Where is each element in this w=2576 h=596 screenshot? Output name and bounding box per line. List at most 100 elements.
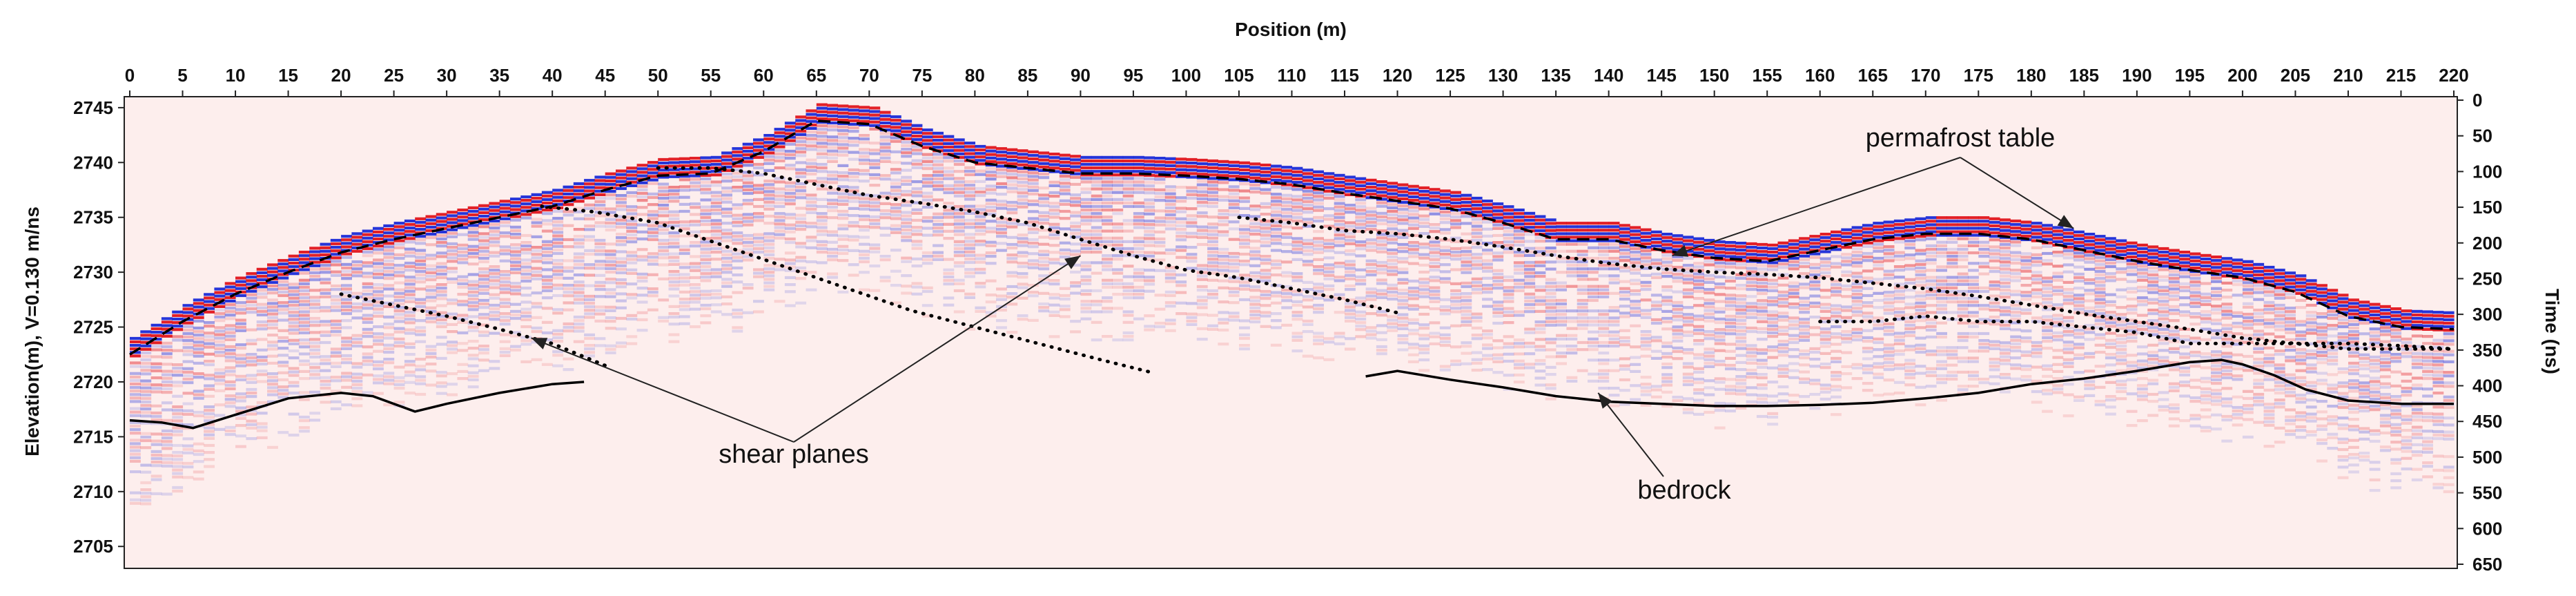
radargram-cell: [700, 296, 712, 300]
radargram-cell: [721, 281, 732, 285]
radargram-cell: [256, 324, 268, 327]
radargram-cell: [1281, 271, 1293, 274]
radargram-cell: [901, 175, 913, 179]
radargram-cell: [668, 238, 680, 242]
radargram-cell: [1239, 242, 1250, 245]
radargram-cell: [953, 251, 965, 254]
radargram-cell: [436, 304, 447, 307]
radargram-cell: [193, 390, 204, 393]
radargram-cell: [130, 390, 141, 393]
radargram-cell: [753, 300, 764, 303]
radargram-cell: [985, 227, 997, 230]
radargram-cell: [996, 161, 1007, 164]
radargram-cell: [520, 307, 532, 311]
radargram-cell: [1387, 298, 1398, 301]
radargram-cell: [1471, 312, 1483, 316]
radargram-cell: [1228, 185, 1240, 189]
radargram-cell: [985, 213, 997, 216]
radargram-cell: [943, 296, 955, 300]
radargram-cell: [277, 385, 289, 389]
radargram-cell: [626, 293, 638, 296]
radargram-cell: [467, 280, 479, 283]
radargram-cell: [848, 137, 859, 140]
radargram-cell: [1080, 303, 1092, 307]
radargram-cell: [1291, 177, 1303, 181]
radargram-cell: [309, 324, 321, 327]
radargram-cell: [1260, 289, 1271, 294]
radargram-cell: [1133, 243, 1144, 247]
radargram-cell: [879, 177, 891, 181]
radargram-cell: [362, 261, 373, 265]
radargram-cell: [224, 282, 236, 285]
radargram-cell: [467, 251, 479, 256]
radargram-cell: [1070, 291, 1081, 295]
radargram-cell: [1630, 254, 1641, 258]
radargram-cell: [193, 449, 204, 452]
radargram-cell: [362, 229, 373, 233]
radargram-cell: [330, 390, 342, 393]
radargram-cell: [1725, 307, 1736, 311]
radargram-cell: [172, 412, 184, 416]
radargram-cell: [204, 443, 215, 448]
radargram-cell: [552, 269, 564, 273]
radargram-cell: [457, 331, 469, 335]
radargram-cell: [1186, 193, 1198, 196]
radargram-cell: [383, 231, 395, 235]
radargram-cell: [1291, 279, 1303, 282]
radargram-cell: [869, 215, 881, 219]
radargram-cell: [510, 348, 521, 352]
radargram-cell: [1482, 259, 1493, 262]
radargram-cell: [1038, 186, 1050, 190]
radargram-cell: [393, 313, 405, 316]
radargram-cell: [1725, 343, 1736, 346]
radargram-cell: [373, 392, 384, 395]
radargram-cell: [1608, 239, 1620, 242]
radargram-cell: [541, 201, 553, 204]
radargram-cell: [256, 412, 268, 415]
radargram-cell: [1048, 226, 1060, 229]
radargram-cell: [710, 212, 722, 215]
radargram-cell: [763, 222, 775, 225]
radargram-cell: [1122, 201, 1134, 204]
radargram-cell: [425, 316, 437, 320]
radargram-cell: [1588, 285, 1599, 288]
radargram-cell: [996, 168, 1007, 171]
radargram-cell: [531, 200, 543, 204]
radargram-cell: [1608, 334, 1620, 337]
radargram-cell: [383, 228, 395, 231]
radargram-cell: [901, 162, 913, 165]
radargram-cell: [277, 290, 289, 294]
radargram-cell: [224, 334, 236, 338]
radargram-cell: [351, 387, 363, 390]
radargram-cell: [246, 293, 257, 296]
radargram-cell: [1175, 171, 1187, 175]
radargram-cell: [1164, 294, 1176, 298]
radargram-cell: [415, 277, 427, 280]
radargram-cell: [1239, 168, 1250, 172]
radargram-cell: [563, 203, 574, 206]
radargram-cell: [1450, 307, 1461, 310]
radargram-cell: [150, 456, 162, 461]
radargram-cell: [690, 265, 701, 269]
radargram-cell: [1682, 271, 1694, 274]
radargram-cell: [467, 273, 479, 276]
radargram-cell: [1334, 209, 1345, 212]
radargram-cell: [1017, 237, 1028, 240]
radargram-cell: [1260, 191, 1271, 195]
radargram-cell: [1640, 273, 1652, 277]
radargram-cell: [1196, 211, 1208, 215]
radargram-cell: [1513, 338, 1525, 342]
radargram-cell: [1640, 260, 1652, 263]
radargram-cell: [436, 269, 447, 272]
radargram-cell: [658, 231, 670, 235]
radargram-cell: [1534, 247, 1546, 250]
radargram-cell: [1122, 191, 1134, 194]
radargram-cell: [742, 251, 754, 255]
radargram-cell: [848, 119, 859, 122]
radargram-cell: [933, 146, 944, 149]
radargram-cell: [1302, 280, 1314, 284]
radargram-cell: [1418, 207, 1430, 211]
radargram-cell: [1482, 252, 1493, 256]
radargram-cell: [150, 464, 162, 468]
radargram-cell: [320, 264, 331, 267]
